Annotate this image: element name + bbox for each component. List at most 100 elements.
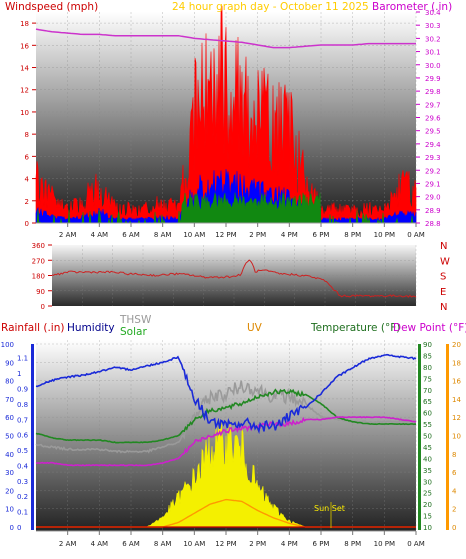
wind-left-ticks: 0 2 4 6 8 10 12 14 16 18 — [20, 20, 36, 228]
humidity-tick-label: 30 — [5, 469, 14, 477]
rain-tick-label: 1 — [17, 370, 21, 378]
wind-tick-label: 18 — [20, 20, 29, 28]
direction-tick-label: 180 — [32, 273, 45, 281]
humidity-line — [35, 353, 417, 435]
solar-label: Solar — [120, 326, 147, 338]
wind-tick-label: 16 — [20, 42, 29, 50]
temperature-tick-label: 55 — [423, 421, 432, 429]
time-label: 8 PM — [344, 540, 361, 548]
humidity-tick-label: 80 — [5, 378, 14, 386]
humidity-tick-label: 100 — [1, 341, 14, 349]
barometer-tick-label: 29.7 — [425, 101, 441, 109]
temperature-tick-label: 80 — [423, 364, 432, 372]
barometer-tick-label: 30.3 — [425, 22, 441, 30]
compass-label: S — [440, 272, 446, 283]
time-label: 10 PM — [374, 540, 395, 548]
temperature-axis-bar — [418, 344, 421, 530]
sunset-label: Sun Set — [314, 504, 345, 513]
rain-tick-label: 0.2 — [17, 493, 28, 501]
time-label: 8 PM — [344, 231, 361, 239]
rainfall-label: Rainfall (.in) — [1, 322, 64, 334]
rain-tick-label: 1.1 — [17, 355, 28, 363]
time-label: 8 AM — [154, 540, 172, 548]
time-label: 4 PM — [281, 540, 298, 548]
barometer-tick-label: 29.6 — [425, 115, 441, 123]
temperature-tick-label: 30 — [423, 478, 432, 486]
time-label: 10 AM — [183, 231, 205, 239]
barometer-tick-label: 28.8 — [425, 220, 441, 228]
time-label: 4 PM — [281, 231, 298, 239]
rain-tick-label: 0.7 — [17, 416, 28, 424]
uv-tick-label: 6 — [452, 469, 457, 477]
uv-tick-label: 18 — [452, 359, 461, 367]
uv-tick-label: 2 — [452, 506, 456, 514]
uv-label: UV — [247, 322, 263, 334]
time-label: 0 AM — [407, 540, 425, 548]
uv-tick-label: 14 — [452, 396, 461, 404]
wind-time-labels: 2 AM 4 AM 6 AM 8 AM 10 AM 12 PM 2 PM 4 PM 6 PM 8 … — [36, 222, 425, 239]
thsw-label: THSW — [119, 314, 152, 326]
uv-tick-label: 16 — [452, 378, 461, 386]
wind-tick-label: 6 — [25, 153, 30, 161]
humidity-label: Humidity — [67, 322, 115, 334]
humidity-axis-bar — [31, 344, 34, 530]
temperature-tick-label: 90 — [423, 341, 432, 349]
barometer-series — [35, 28, 416, 49]
temperature-tick-label: 70 — [423, 387, 432, 395]
compass-label: N — [440, 302, 447, 313]
wind-tick-label: 0 — [25, 220, 29, 228]
time-label: 12 PM — [215, 231, 236, 239]
barometer-tick-label: 30.0 — [425, 62, 441, 70]
time-label: 2 PM — [249, 540, 266, 548]
time-label: 10 AM — [183, 540, 205, 548]
windspeed-gust-area — [35, 5, 417, 224]
wind-direction-series — [51, 259, 417, 298]
barometer-tick-label: 29.3 — [425, 154, 441, 162]
time-label: 8 AM — [154, 231, 172, 239]
uv-tick-label: 20 — [452, 341, 461, 349]
barometer-tick-label: 29.4 — [425, 141, 441, 149]
time-label: 0 AM — [407, 231, 425, 239]
barometer-tick-label: 29.5 — [425, 128, 441, 136]
humidity-tick-label: 0 — [10, 524, 14, 532]
rain-tick-label: 0.8 — [17, 401, 28, 409]
dewpoint-label: Dew Point (°F) — [393, 322, 466, 334]
barometer-tick-label: 30.2 — [425, 35, 441, 43]
windspeed-axis-label: Windspeed (mph) — [5, 1, 98, 13]
dewpoint-line — [35, 416, 417, 467]
temperature-tick-label: 75 — [423, 375, 432, 383]
barometer-tick-label: 29.0 — [425, 194, 441, 202]
temperature-tick-label: 35 — [423, 467, 432, 475]
time-label: 12 PM — [215, 540, 236, 548]
time-label: 6 PM — [313, 540, 330, 548]
barometer-line — [35, 28, 416, 49]
time-label: 4 AM — [91, 540, 109, 548]
direction-tick-label: 90 — [36, 288, 45, 296]
uv-tick-label: 4 — [452, 487, 457, 495]
humidity-tick-label: 70 — [5, 396, 14, 404]
uv-axis-bar — [446, 344, 449, 530]
compass-label: N — [440, 241, 447, 252]
humidity-tick-label: 40 — [5, 451, 14, 459]
barometer-right-ticks: 28.8 28.9 29.0 29.1 29.2 29.3 29.4 29.5 29.6 29.7… — [416, 9, 441, 228]
temperature-tick-label: 10 — [423, 524, 432, 532]
barometer-tick-label: 29.9 — [425, 75, 441, 83]
barometer-tick-label: 30.4 — [425, 9, 441, 17]
wind-series — [35, 5, 417, 224]
time-label: 4 AM — [91, 231, 109, 239]
compass-label: W — [440, 256, 450, 267]
rain-tick-label: 0.4 — [17, 462, 29, 470]
conditions-time-labels: 2 AM 4 AM 6 AM 8 AM 10 AM 12 PM 2 PM 4 PM 6 PM 8 … — [36, 530, 425, 548]
humidity-tick-label: 20 — [5, 487, 14, 495]
time-label: 6 PM — [313, 231, 330, 239]
wind-direction-line — [51, 259, 417, 298]
temperature-tick-label: 15 — [423, 513, 432, 521]
barometer-tick-label: 30.1 — [425, 49, 441, 57]
graph-title: 24 hour graph day - October 11 2025 — [172, 1, 369, 13]
temperature-tick-label: 40 — [423, 455, 432, 463]
direction-ticks: 360 270 180 90 0 — [32, 242, 52, 311]
barometer-tick-label: 29.2 — [425, 167, 441, 175]
time-label: 10 PM — [374, 231, 395, 239]
humidity-tick-label: 10 — [5, 506, 14, 514]
